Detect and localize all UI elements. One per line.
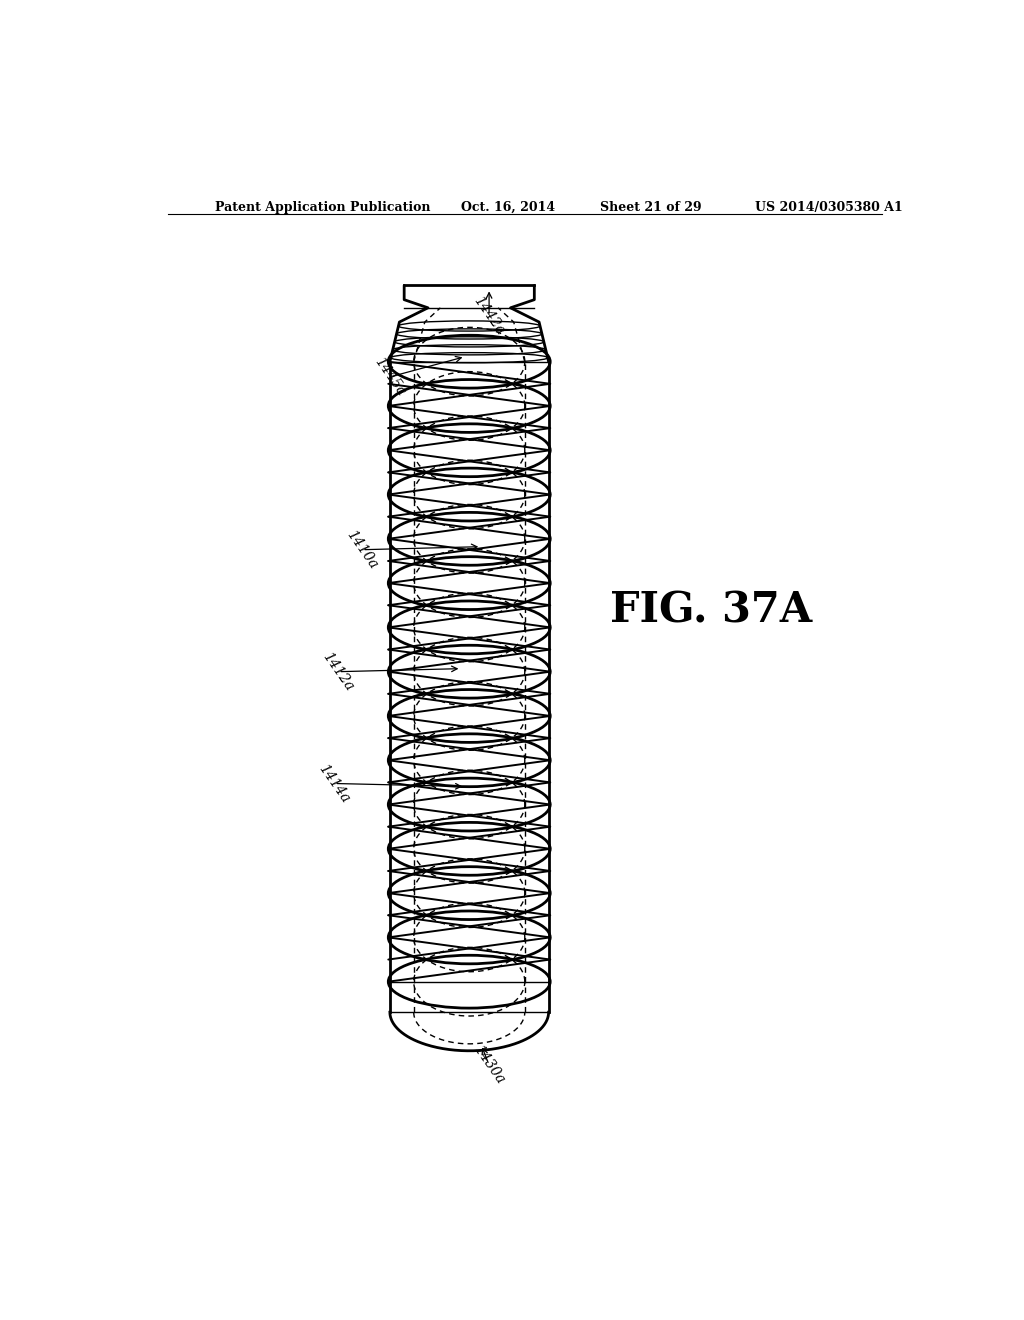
Text: 1414a: 1414a <box>316 762 352 805</box>
Text: Oct. 16, 2014: Oct. 16, 2014 <box>461 201 555 214</box>
Text: US 2014/0305380 A1: US 2014/0305380 A1 <box>755 201 903 214</box>
Text: 1412a: 1412a <box>321 649 356 693</box>
Text: 1445a: 1445a <box>372 355 409 399</box>
Text: FIG. 37A: FIG. 37A <box>610 590 812 632</box>
Text: Sheet 21 of 29: Sheet 21 of 29 <box>600 201 701 214</box>
Text: 1430a: 1430a <box>471 1043 507 1086</box>
Text: 1410a: 1410a <box>344 528 380 572</box>
Text: Patent Application Publication: Patent Application Publication <box>215 201 431 214</box>
Text: 1442a: 1442a <box>471 294 507 338</box>
